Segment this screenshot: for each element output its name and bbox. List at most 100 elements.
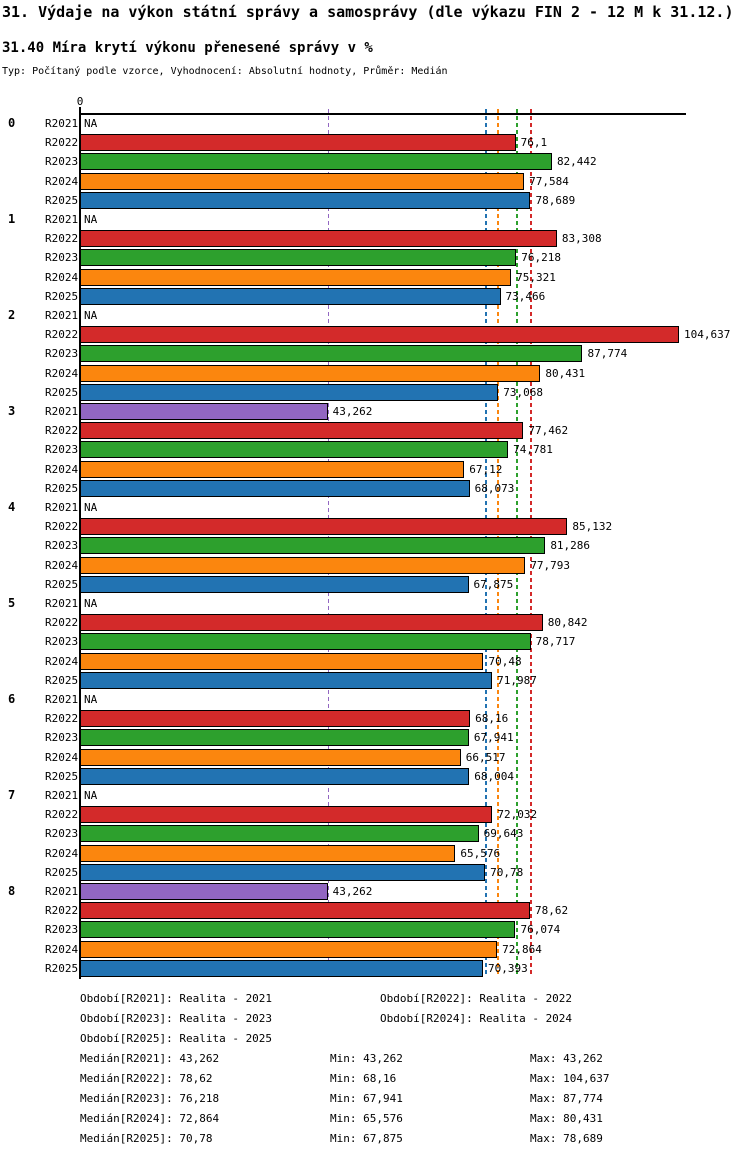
bar-value-label: 87,774	[587, 347, 628, 361]
bar-value-label: 76,074	[520, 923, 561, 937]
group-label: 7	[8, 788, 16, 802]
bar	[80, 479, 470, 497]
row-label: R2022	[45, 424, 79, 438]
bar-value-label: 67,941	[473, 731, 514, 745]
x-axis-zero-tick-label: 0	[76, 95, 84, 108]
bar-value-label: 80,842	[547, 616, 588, 630]
legend-min-entry: Min: 65,576	[330, 1112, 403, 1125]
bar-value-label: 72,032	[497, 808, 538, 822]
legend-min-entry: Min: 68,16	[330, 1072, 397, 1085]
row-label: R2021	[45, 501, 79, 514]
bar	[80, 383, 499, 401]
legend-median-entry: Medián[R2022]: 78,62	[80, 1072, 213, 1085]
bar	[80, 268, 512, 286]
bar	[80, 671, 493, 689]
bar-value-label: 78,62	[535, 904, 569, 918]
row-label: R2025	[45, 289, 79, 303]
row-label: R2025	[45, 769, 79, 783]
bar	[80, 287, 501, 305]
bar-value-label: 80,431	[545, 366, 586, 380]
legend-period-entry: Období[R2023]: Realita - 2023	[80, 1012, 273, 1025]
bar-value-label: 70,393	[487, 961, 528, 975]
na-value-label: NA	[84, 213, 98, 226]
bar-value-label: 77,793	[530, 558, 571, 572]
bar-value-label: 78,689	[535, 193, 576, 207]
bar-value-label: 70,48	[488, 654, 522, 668]
row-label: R2023	[45, 539, 79, 553]
bar-value-label: 72,864	[502, 942, 542, 956]
bar	[80, 364, 541, 382]
bar	[80, 863, 486, 881]
row-label: R2022	[45, 712, 79, 726]
row-label: R2025	[45, 193, 79, 207]
bar	[80, 191, 531, 209]
legend-max-entry: Max: 43,262	[530, 1052, 603, 1065]
bar	[80, 345, 583, 363]
legend-max-entry: Max: 87,774	[530, 1092, 603, 1105]
legend-max-entry: Max: 104,637	[530, 1072, 610, 1085]
bar	[80, 518, 568, 536]
legend-median-entry: Medián[R2025]: 70,78	[80, 1132, 213, 1145]
bar-value-label: 82,442	[556, 155, 597, 169]
bar-value-label: 73,068	[503, 385, 544, 399]
group-label: 4	[8, 500, 16, 514]
row-label: R2022	[45, 520, 79, 534]
bar-value-label: 104,637	[683, 328, 731, 342]
legend-period-entry: Období[R2022]: Realita - 2022	[380, 992, 573, 1005]
row-label: R2023	[45, 155, 79, 169]
bar	[80, 249, 517, 267]
bar	[80, 806, 493, 824]
bar	[80, 633, 531, 651]
group-label: 6	[8, 692, 16, 706]
x-axis-line	[80, 113, 686, 115]
bar-value-label: 76,1	[520, 136, 548, 150]
row-label: R2021	[45, 213, 79, 226]
legend-max-entry: Max: 78,689	[530, 1132, 603, 1145]
bar-value-label: 77,462	[528, 424, 569, 438]
bar-value-label: 75,321	[516, 270, 556, 284]
row-label: R2022	[45, 328, 79, 342]
report-title: 31. Výdaje na výkon státní správy a samo…	[2, 3, 734, 21]
bar-value-label: 69,643	[483, 827, 524, 841]
bar	[80, 172, 525, 190]
bar-value-label: 78,717	[535, 635, 576, 649]
group-label: 2	[8, 308, 16, 322]
row-label: R2024	[45, 366, 79, 380]
bar	[80, 825, 479, 843]
legend-min-entry: Min: 43,262	[330, 1052, 403, 1065]
bar	[80, 134, 516, 152]
row-label: R2025	[45, 961, 79, 975]
bar	[80, 153, 552, 171]
bar	[80, 748, 461, 766]
na-value-label: NA	[84, 309, 98, 322]
row-label: R2025	[45, 385, 79, 399]
row-label: R2024	[45, 942, 79, 956]
bar-value-label: 81,286	[550, 539, 591, 553]
bar	[80, 959, 483, 977]
row-label: R2021	[45, 597, 79, 610]
row-label: R2022	[45, 904, 79, 918]
row-label: R2021	[45, 789, 79, 802]
row-label: R2022	[45, 808, 79, 822]
group-label: 0	[8, 116, 16, 130]
bar	[80, 902, 531, 920]
row-label: R2021	[45, 309, 79, 322]
bar-value-label: 76,218	[521, 251, 562, 265]
bar-value-label: 77,584	[529, 174, 569, 188]
row-label: R2024	[45, 558, 79, 572]
row-label: R2021	[45, 117, 79, 130]
indicator-type-line: Typ: Počítaný podle vzorce, Vyhodnocení:…	[2, 66, 448, 77]
bar	[80, 460, 465, 478]
bar	[80, 575, 469, 593]
row-label: R2025	[45, 481, 79, 495]
bar-value-label: 43,262	[332, 885, 373, 898]
indicator-subtitle: 31.40 Míra krytí výkonu přenesené správy…	[2, 40, 373, 56]
na-value-label: NA	[84, 789, 98, 802]
bar-value-label: 74,781	[513, 443, 553, 457]
bar-value-label: 70,78	[490, 865, 524, 879]
row-label: R2022	[45, 616, 79, 630]
bar	[80, 729, 469, 747]
na-value-label: NA	[84, 117, 98, 130]
bar-value-label: 66,517	[465, 750, 506, 764]
